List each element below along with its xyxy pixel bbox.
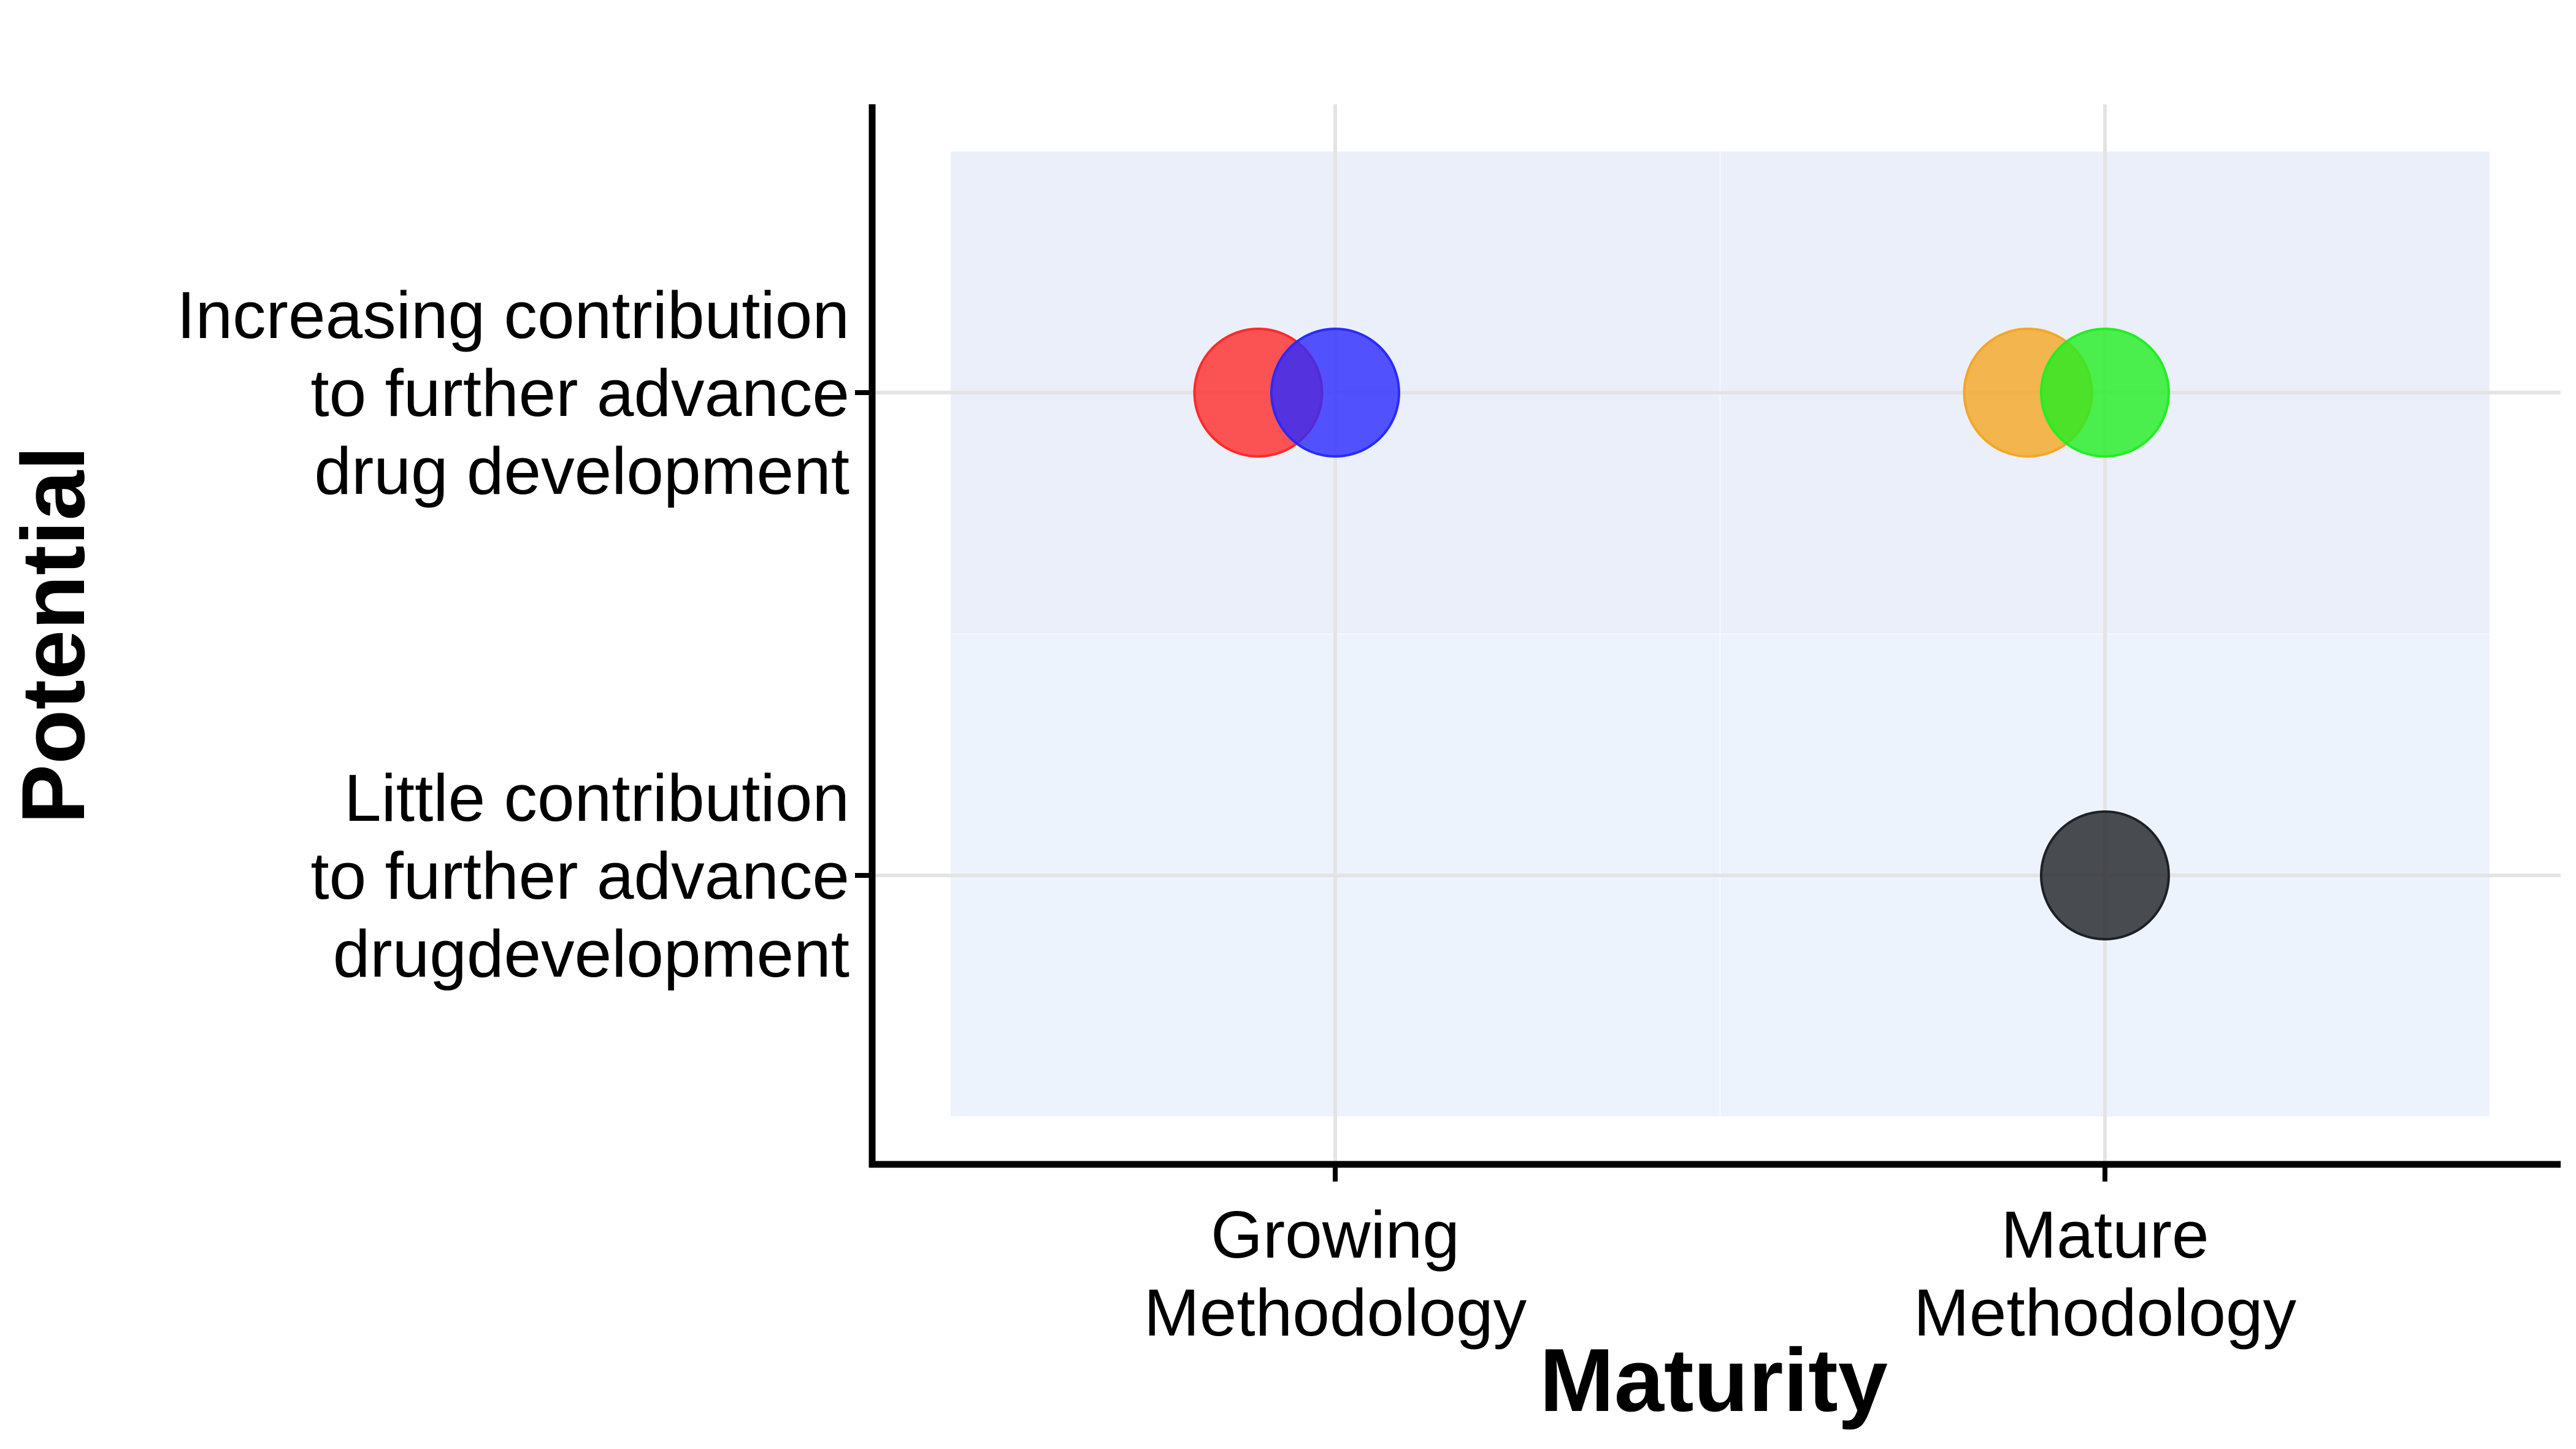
quadrant-layer — [951, 152, 2490, 1117]
y-tick-label-line: Little contribution — [344, 761, 849, 836]
y-tick-label-line: drugdevelopment — [333, 917, 849, 991]
grid-layer — [872, 104, 2561, 1164]
y-axis-title: Potential — [3, 446, 103, 824]
data-point-4 — [2040, 810, 2170, 940]
y-tick-label-line: Increasing contribution — [177, 278, 849, 353]
x-axis-title: Maturity — [1539, 1330, 1888, 1430]
x-tick-label-line: Methodology — [1914, 1275, 2297, 1350]
y-tick-label-line: drug development — [314, 434, 849, 509]
x-tick-label-line: Mature — [2001, 1197, 2209, 1272]
y-tick-label-0: Little contribution to further advance dru… — [310, 761, 849, 991]
x-tick-label-line: Methodology — [1144, 1275, 1527, 1350]
y-tick-label-1: Increasing contribution to further advanc… — [177, 278, 849, 509]
x-tick-label-0: Growing Methodology — [1144, 1197, 1527, 1350]
x-tick-label-1: Mature Methodology — [1914, 1197, 2297, 1350]
data-point-1 — [1270, 328, 1400, 458]
data-point-3 — [2040, 328, 2170, 458]
axis-layer — [855, 104, 2561, 1182]
point-layer — [1193, 328, 2170, 940]
y-tick-label-line: to further advance — [310, 356, 849, 431]
x-tick-label-line: Growing — [1211, 1197, 1460, 1272]
y-tick-label-line: to further advance — [310, 839, 849, 913]
